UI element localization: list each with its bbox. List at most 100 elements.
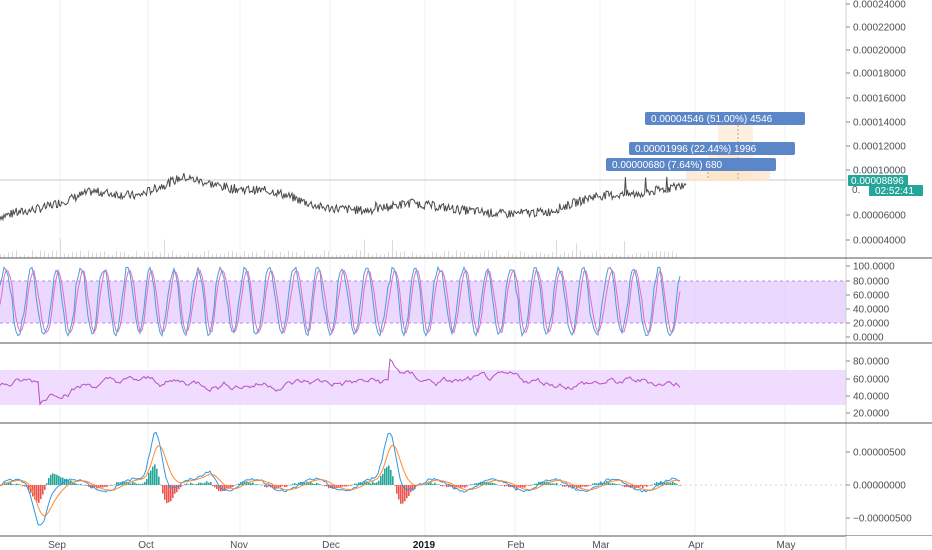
macd-histogram-bar <box>154 464 156 485</box>
price-scale-label: 0.00024000 <box>853 0 906 11</box>
measure-labels[interactable]: 0.00004546 (51.00%) 4546 0.00001996 (22.… <box>606 112 805 171</box>
macd-histogram-bar <box>460 485 462 489</box>
stoch-scale-label: 80.0000 <box>853 277 890 288</box>
rsi-pane[interactable] <box>0 358 846 406</box>
macd-histogram-bar <box>500 485 502 486</box>
macd-histogram-bar <box>566 485 568 487</box>
volume-bar <box>140 255 141 258</box>
time-scale[interactable]: Sep Oct Nov Dec 2019 Feb Mar Apr May <box>48 540 795 550</box>
measure-label-2[interactable] <box>629 142 795 155</box>
volume-bar <box>40 250 41 258</box>
macd-histogram-bar <box>442 485 444 487</box>
macd-histogram-bar <box>328 485 330 489</box>
measure-label-3[interactable] <box>606 158 776 171</box>
price-scale-partial-label: 0. <box>852 185 860 196</box>
macd-histogram-bar <box>38 485 40 503</box>
volume-bar <box>280 251 281 258</box>
macd-histogram-bar <box>10 482 12 485</box>
macd-histogram-bar <box>236 484 238 485</box>
macd-histogram-bar <box>498 485 500 486</box>
macd-histogram-bar <box>356 483 358 485</box>
volume-bar <box>644 255 645 258</box>
macd-histogram-bar <box>292 483 294 485</box>
volume-bar <box>232 250 233 258</box>
volume-bar <box>616 254 617 258</box>
volume-bar <box>656 251 657 258</box>
price-scale[interactable]: 0.00024000 0.00022000 0.00020000 0.00018000… <box>845 0 932 537</box>
volume-bar <box>632 254 633 258</box>
rsi-scale-label: 40.0000 <box>853 392 890 403</box>
macd-pane[interactable] <box>0 431 846 526</box>
volume-bar <box>208 250 209 258</box>
macd-histogram-bar <box>182 485 184 486</box>
macd-histogram-bar <box>436 484 438 485</box>
macd-histogram-bar <box>284 485 286 488</box>
volume-bar <box>176 254 177 258</box>
macd-histogram-bar <box>192 483 194 485</box>
volume-bar <box>36 255 37 258</box>
corner-box <box>846 536 932 550</box>
macd-histogram-bar <box>334 485 336 489</box>
macd-histogram-bar <box>250 483 252 485</box>
volume-bar <box>472 254 473 258</box>
time-scale-label: Feb <box>507 540 525 550</box>
macd-histogram-bar <box>24 485 26 487</box>
macd-histogram-bar <box>278 485 280 489</box>
macd-histogram-bar <box>616 484 618 485</box>
macd-histogram-bar <box>640 485 642 487</box>
volume-bar <box>464 251 465 258</box>
volume-bar <box>160 252 161 258</box>
macd-histogram-bar <box>260 484 262 486</box>
macd-histogram-bar <box>542 481 544 485</box>
macd-histogram-bar <box>108 484 110 486</box>
macd-histogram-bar <box>642 485 644 489</box>
macd-histogram-bar <box>324 485 326 487</box>
volume-bar <box>484 250 485 258</box>
macd-histogram-bar <box>520 485 522 488</box>
volume-bar <box>536 252 537 258</box>
macd-histogram-bar <box>404 485 406 502</box>
volume-bar <box>292 251 293 258</box>
macd-scale-label: 0.00000000 <box>853 481 906 492</box>
macd-histogram-bar <box>138 483 140 485</box>
price-scale-label: 0.00014000 <box>853 118 906 129</box>
macd-histogram-bar <box>198 482 200 485</box>
volume-bar <box>256 252 257 258</box>
macd-histogram-bar <box>144 482 146 485</box>
volume-bar <box>576 243 577 258</box>
volume-bar <box>92 252 93 258</box>
macd-histogram-bar <box>664 482 666 485</box>
volume-bar <box>652 252 653 258</box>
macd-histogram-bar <box>134 482 136 485</box>
volume-bar <box>580 250 581 258</box>
macd-histogram-bar <box>516 485 518 490</box>
volume-bar <box>552 251 553 258</box>
macd-histogram-bar <box>488 482 490 485</box>
volume-bar <box>100 252 101 258</box>
macd-histogram-bar <box>582 485 584 487</box>
macd-histogram-bar <box>670 482 672 485</box>
macd-histogram-bar <box>622 485 624 487</box>
volume-bar <box>524 252 525 258</box>
macd-histogram-bar <box>390 469 392 485</box>
volume-bar <box>104 251 105 258</box>
volume-bar <box>120 252 121 258</box>
macd-histogram-bar <box>548 482 550 485</box>
macd-histogram-bar <box>146 478 148 485</box>
volume-bar <box>180 255 181 258</box>
macd-histogram-bar <box>508 485 510 488</box>
volume-bar <box>660 251 661 258</box>
bar-countdown-value: 02:52:41 <box>875 186 914 197</box>
macd-histogram-bar <box>264 485 266 487</box>
volume-bar <box>588 255 589 258</box>
measure-label-1[interactable] <box>645 112 805 125</box>
signal-series <box>0 444 681 517</box>
stochastic-pane[interactable] <box>0 265 846 338</box>
volume-bar <box>496 250 497 258</box>
macd-histogram-bar <box>94 485 96 487</box>
volume-bar <box>8 252 9 258</box>
volume-bar <box>540 252 541 258</box>
volume-bar <box>348 253 349 258</box>
macd-histogram-bar <box>78 484 80 485</box>
